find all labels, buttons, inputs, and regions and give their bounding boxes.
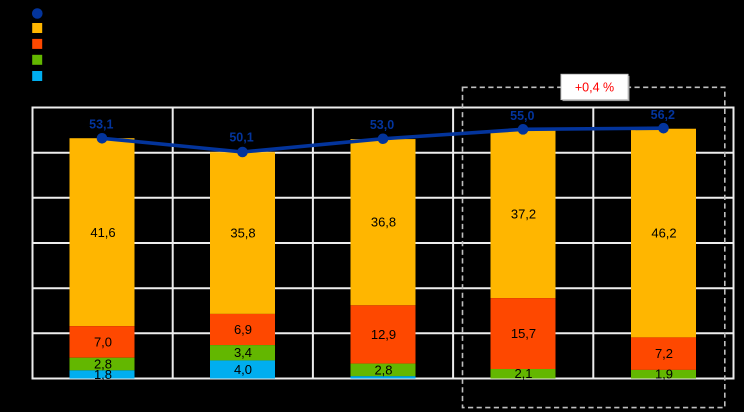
svg-text:53,1: 53,1 bbox=[89, 117, 113, 131]
svg-text:35,8: 35,8 bbox=[230, 225, 255, 240]
svg-text:6,9: 6,9 bbox=[234, 322, 252, 337]
svg-text:50,1: 50,1 bbox=[229, 131, 253, 145]
svg-text:2,1: 2,1 bbox=[514, 366, 532, 381]
svg-text:41,6: 41,6 bbox=[90, 225, 115, 240]
svg-text:1,9: 1,9 bbox=[655, 367, 673, 382]
svg-text:53,0: 53,0 bbox=[370, 118, 394, 132]
svg-text:4,0: 4,0 bbox=[234, 362, 252, 377]
svg-text:37,2: 37,2 bbox=[511, 207, 536, 222]
svg-text:56,2: 56,2 bbox=[651, 108, 675, 122]
svg-text:46,2: 46,2 bbox=[651, 226, 676, 241]
svg-text:55,0: 55,0 bbox=[510, 109, 534, 123]
svg-text:7,2: 7,2 bbox=[655, 346, 673, 361]
svg-text:2,8: 2,8 bbox=[94, 356, 112, 371]
svg-text:7,0: 7,0 bbox=[94, 334, 112, 349]
svg-text:12,9: 12,9 bbox=[371, 327, 396, 342]
svg-text:2,8: 2,8 bbox=[374, 362, 392, 377]
svg-text:36,8: 36,8 bbox=[371, 215, 396, 230]
svg-text:+0,4 %: +0,4 % bbox=[575, 81, 614, 95]
svg-text:3,4: 3,4 bbox=[234, 345, 252, 360]
svg-text:15,7: 15,7 bbox=[511, 326, 536, 341]
svg-text:1,8: 1,8 bbox=[94, 367, 112, 382]
